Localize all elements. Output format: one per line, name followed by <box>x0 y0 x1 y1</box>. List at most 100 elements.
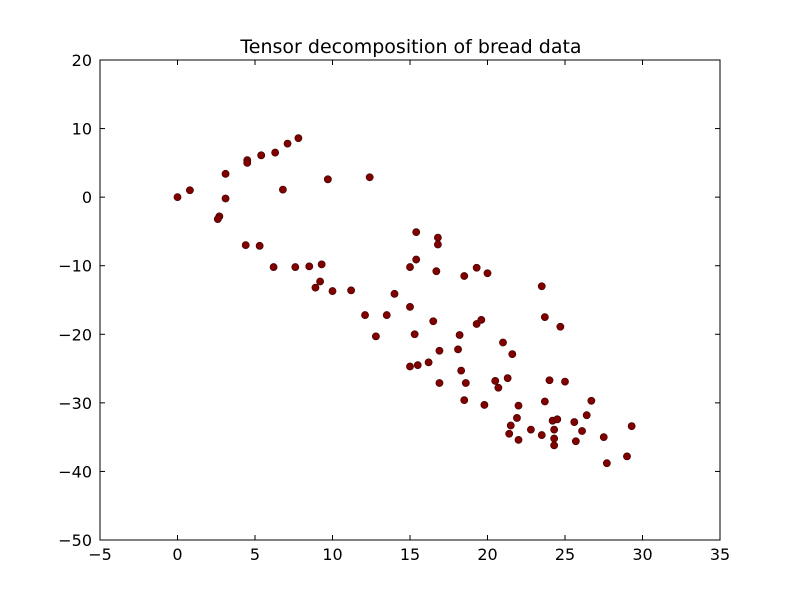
data-point <box>461 379 470 387</box>
data-point <box>537 431 546 439</box>
data-point <box>406 362 414 371</box>
data-point <box>527 425 535 434</box>
data-point <box>578 427 586 435</box>
data-point <box>406 302 414 311</box>
y-tick-label: −20 <box>58 325 92 344</box>
data-point <box>412 255 421 264</box>
chart-title: Tensor decomposition of bread data <box>239 36 581 58</box>
data-point <box>371 332 380 341</box>
data-point <box>570 418 579 426</box>
data-point <box>514 435 523 444</box>
data-point <box>323 175 332 184</box>
data-point <box>460 396 469 405</box>
data-point <box>553 415 562 424</box>
data-point <box>173 193 182 202</box>
axis-ticks <box>99 59 721 541</box>
data-point <box>435 346 444 355</box>
data-point <box>627 422 636 431</box>
data-point <box>255 241 264 250</box>
y-tick-label: 0 <box>82 188 92 207</box>
data-point <box>185 186 194 195</box>
y-tick-label: −30 <box>58 394 92 413</box>
x-tick-label: 15 <box>400 545 420 564</box>
data-point <box>472 263 481 272</box>
data-point <box>390 289 399 298</box>
data-point <box>483 269 492 278</box>
data-point <box>241 241 250 250</box>
y-tick-label: 20 <box>72 51 92 70</box>
data-point <box>213 215 222 223</box>
data-point <box>540 313 549 322</box>
data-point <box>455 331 464 339</box>
data-point <box>424 358 433 367</box>
x-tick-label: 35 <box>710 545 730 564</box>
data-point <box>582 411 591 420</box>
data-point <box>410 330 419 339</box>
data-point <box>433 233 442 242</box>
data-point <box>413 361 422 370</box>
data-point <box>347 286 355 295</box>
data-point <box>550 434 559 443</box>
data-point <box>550 441 559 450</box>
data-point <box>221 194 230 203</box>
data-point <box>406 263 414 271</box>
y-tick-label: −50 <box>58 531 92 550</box>
data-point <box>480 401 489 409</box>
x-tick-label: 30 <box>632 545 652 564</box>
x-tick-label: 0 <box>172 545 182 564</box>
data-point <box>294 134 303 143</box>
data-point <box>271 148 280 157</box>
data-point <box>243 158 252 167</box>
data-point <box>412 228 421 237</box>
data-point <box>491 377 500 385</box>
data-point <box>571 437 580 446</box>
data-point <box>291 263 300 271</box>
data-point <box>257 151 266 160</box>
data-point <box>513 414 521 422</box>
data-point <box>508 350 517 359</box>
plot-area <box>99 59 721 541</box>
data-point <box>545 376 554 385</box>
data-point <box>550 425 559 434</box>
y-tick-label: −10 <box>58 257 92 276</box>
data-point <box>460 272 469 280</box>
data-points <box>173 134 636 468</box>
data-point <box>505 429 514 438</box>
data-point <box>556 322 565 331</box>
data-point <box>514 401 523 410</box>
y-tick-label: 10 <box>72 120 92 139</box>
data-point <box>540 397 549 406</box>
data-point <box>477 315 486 324</box>
data-point <box>587 396 596 405</box>
data-point <box>328 287 337 295</box>
data-point <box>283 139 292 148</box>
data-point <box>537 282 546 291</box>
x-tick-label: 20 <box>477 545 497 564</box>
x-tick-label: 25 <box>555 545 575 564</box>
data-point <box>317 260 326 269</box>
data-point <box>457 366 466 375</box>
data-point <box>499 338 507 347</box>
data-point <box>433 240 442 249</box>
x-tick-label: 5 <box>250 545 260 564</box>
x-tick-label: −5 <box>88 545 112 564</box>
data-point <box>561 377 569 386</box>
data-point <box>221 169 230 178</box>
data-point <box>623 452 631 461</box>
data-point <box>278 185 287 194</box>
data-point <box>316 277 324 286</box>
data-point <box>494 383 503 392</box>
data-point <box>269 263 278 271</box>
data-point <box>311 283 320 292</box>
data-point <box>503 374 512 383</box>
x-tick-label: 10 <box>322 545 342 564</box>
data-point <box>435 379 444 387</box>
data-point <box>599 433 608 442</box>
data-point <box>382 311 391 319</box>
data-point <box>429 317 438 326</box>
data-point <box>506 421 515 430</box>
data-point <box>365 173 374 182</box>
data-point <box>432 267 441 276</box>
